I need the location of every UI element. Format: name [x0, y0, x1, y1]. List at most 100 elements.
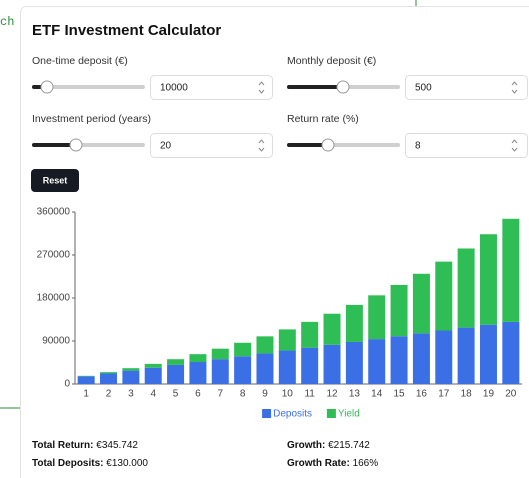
- bar-segment: [390, 336, 408, 384]
- x-tick-label: 6: [195, 389, 201, 400]
- x-tick-label: 19: [483, 389, 495, 400]
- slider[interactable]: [32, 138, 145, 152]
- bar-segment: [502, 321, 520, 384]
- summary-value: 166%: [353, 458, 379, 469]
- x-tick-label: 12: [326, 389, 338, 400]
- bar-segment: [457, 248, 475, 328]
- y-tick-label: 360000: [37, 207, 71, 218]
- bar-segment: [256, 336, 274, 354]
- x-tick-label: 9: [262, 389, 268, 400]
- summary-value: €215.742: [328, 440, 370, 451]
- bar-segment: [234, 342, 252, 357]
- legend-swatch: [262, 409, 272, 418]
- x-tick-label: 4: [150, 389, 156, 400]
- input-box[interactable]: [405, 75, 528, 100]
- bar-segment: [211, 348, 229, 360]
- bar-segment: [435, 330, 453, 384]
- input-value: 10000: [160, 83, 188, 94]
- bar-segment: [479, 234, 497, 325]
- x-tick-label: 18: [461, 389, 473, 400]
- bar-segment: [457, 327, 475, 384]
- x-tick-label: 13: [349, 389, 361, 400]
- bar-segment: [122, 370, 140, 384]
- number-input[interactable]: 10000: [150, 75, 273, 100]
- x-tick-label: 15: [394, 389, 406, 400]
- field-label: One-time deposit (€): [32, 55, 128, 67]
- slider-knob[interactable]: [69, 138, 83, 152]
- summary-value: €345.742: [96, 440, 138, 451]
- x-tick-label: 8: [240, 389, 246, 400]
- bar-segment: [301, 321, 319, 348]
- legend-label: Yield: [338, 409, 360, 420]
- field-label: Return rate (%): [287, 113, 359, 125]
- summary: Total Deposits: €130.000: [32, 458, 148, 469]
- summary-label: Total Return:: [32, 440, 93, 451]
- number-input[interactable]: 20: [150, 133, 273, 158]
- slider-fill: [287, 143, 328, 147]
- slider-knob[interactable]: [321, 138, 335, 152]
- bar-segment: [412, 333, 430, 384]
- x-tick-label: 2: [106, 389, 112, 400]
- y-tick-label: 0: [64, 379, 70, 390]
- x-tick-label: 10: [282, 389, 294, 400]
- x-tick-label: 14: [371, 389, 383, 400]
- bar-segment: [368, 339, 386, 384]
- bar-segment: [211, 359, 229, 384]
- y-tick-label: 270000: [37, 250, 71, 261]
- bar-segment: [122, 368, 140, 371]
- field-label: Investment period (years): [32, 113, 151, 125]
- spinner[interactable]: [258, 139, 265, 152]
- number-input[interactable]: 8: [405, 133, 528, 158]
- bar-segment: [412, 273, 430, 334]
- bar-segment: [368, 295, 386, 340]
- bar-segment: [167, 359, 185, 365]
- input-value: 8: [415, 141, 421, 152]
- summary: Growth Rate: 166%: [287, 458, 378, 469]
- x-tick-label: 3: [128, 389, 134, 400]
- summary: Total Return: €345.742: [32, 440, 138, 451]
- spinner[interactable]: [511, 81, 518, 94]
- x-tick-label: 20: [505, 389, 517, 400]
- bar-segment: [502, 218, 520, 322]
- summary-label: Growth Rate:: [287, 458, 350, 469]
- x-tick-label: 16: [416, 389, 428, 400]
- y-tick-label: 180000: [37, 293, 71, 304]
- slider-knob[interactable]: [336, 80, 350, 94]
- legend-label: Deposits: [273, 409, 312, 420]
- fragment: ch: [0, 15, 14, 29]
- slider[interactable]: [32, 80, 145, 94]
- bar-segment: [144, 363, 162, 368]
- input-box[interactable]: [150, 75, 273, 100]
- slider-knob[interactable]: [40, 80, 54, 94]
- bar-segment: [323, 313, 341, 345]
- slider-fill: [287, 85, 343, 89]
- x-tick-label: 1: [83, 389, 89, 400]
- x-tick-label: 5: [173, 389, 179, 400]
- reset-button[interactable]: Reset: [31, 169, 79, 192]
- y-tick-label: 90000: [42, 336, 70, 347]
- input-box[interactable]: [405, 133, 528, 158]
- bar-segment: [479, 324, 497, 384]
- button-label: Reset: [43, 175, 68, 185]
- bar-segment: [345, 304, 363, 342]
- summary-label: Total Deposits:: [32, 458, 103, 469]
- bar-segment: [167, 364, 185, 384]
- x-tick-label: 17: [438, 389, 450, 400]
- bar-segment: [144, 367, 162, 384]
- bar-segment: [301, 347, 319, 384]
- bar-segment: [100, 372, 118, 374]
- spinner[interactable]: [258, 81, 265, 94]
- slider[interactable]: [287, 80, 400, 94]
- bar-segment: [77, 375, 95, 377]
- slider[interactable]: [287, 138, 400, 152]
- bar-segment: [256, 353, 274, 384]
- button-bg[interactable]: [31, 169, 79, 192]
- spinner[interactable]: [511, 139, 518, 152]
- bar-segment: [100, 373, 118, 384]
- bar-segment: [435, 261, 453, 331]
- summary-value: €130.000: [106, 458, 148, 469]
- slider-track: [32, 85, 145, 89]
- number-input[interactable]: 500: [405, 75, 528, 100]
- input-box[interactable]: [150, 133, 273, 158]
